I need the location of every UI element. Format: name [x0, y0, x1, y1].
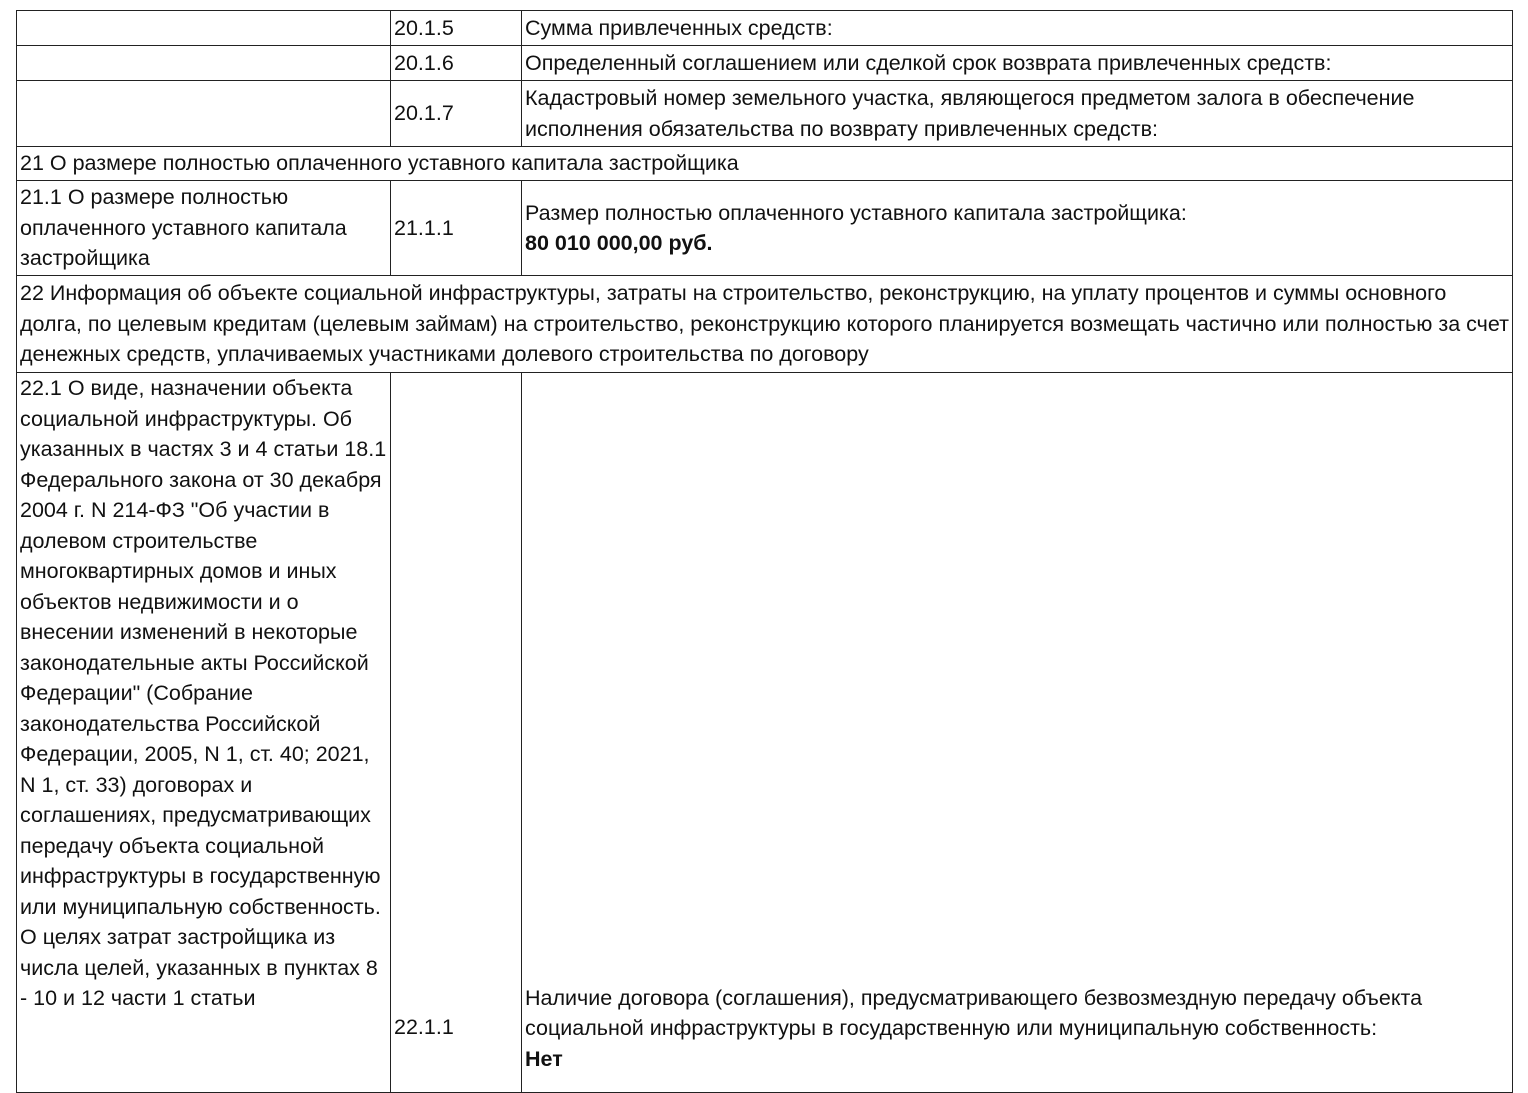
subsection-21-1: 21.1 О размере полностью оплаченного уст… — [16, 180, 391, 276]
section-cell — [16, 45, 391, 81]
item-code: 20.1.5 — [390, 10, 522, 46]
item-code-text: 22.1.1 — [394, 1014, 454, 1039]
item-text: Размер полностью оплаченного уставного к… — [521, 180, 1513, 276]
item-label: Размер полностью оплаченного уставного к… — [525, 200, 1187, 225]
table-row: 21.1 О размере полностью оплаченного уст… — [16, 180, 1513, 276]
item-value: Нет — [525, 1046, 563, 1071]
table-row: 20.1.7 Кадастровый номер земельного учас… — [16, 80, 1513, 147]
section-21-heading: 21 О размере полностью оплаченного устав… — [16, 146, 1513, 181]
item-text: Определенный соглашением или сделкой сро… — [521, 45, 1513, 81]
item-code: 21.1.1 — [390, 180, 522, 276]
item-code: 20.1.7 — [390, 80, 522, 147]
item-code: 22.1.1 — [390, 372, 522, 1093]
section-cell — [16, 10, 391, 46]
section-cell — [16, 80, 391, 147]
table-row: 20.1.6 Определенный соглашением или сдел… — [16, 45, 1513, 81]
section-heading-row: 22 Информация об объекте социальной инфр… — [16, 275, 1513, 373]
item-label: Наличие договора (соглашения), предусмат… — [525, 985, 1423, 1041]
item-text: Наличие договора (соглашения), предусмат… — [521, 372, 1513, 1093]
subsection-22-1: 22.1 О виде, назначении объекта социальн… — [16, 372, 391, 1093]
disclosure-table: 20.1.5 Сумма привлеченных средств: 20.1.… — [16, 10, 1513, 1093]
item-code: 20.1.6 — [390, 45, 522, 81]
item-text: Кадастровый номер земельного участка, яв… — [521, 80, 1513, 147]
table-row: 22.1 О виде, назначении объекта социальн… — [16, 372, 1513, 1093]
item-text: Сумма привлеченных средств: — [521, 10, 1513, 46]
section-heading-row: 21 О размере полностью оплаченного устав… — [16, 146, 1513, 181]
section-22-heading: 22 Информация об объекте социальной инфр… — [16, 275, 1513, 373]
table-row: 20.1.5 Сумма привлеченных средств: — [16, 10, 1513, 46]
item-value: 80 010 000,00 руб. — [525, 231, 713, 255]
